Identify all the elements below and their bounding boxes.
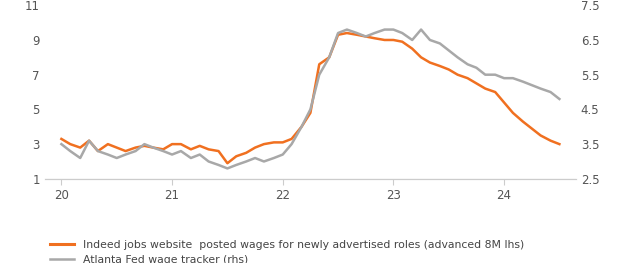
Legend: Indeed jobs website  posted wages for newly advertised roles (advanced 8M lhs), : Indeed jobs website posted wages for new… xyxy=(50,240,524,263)
